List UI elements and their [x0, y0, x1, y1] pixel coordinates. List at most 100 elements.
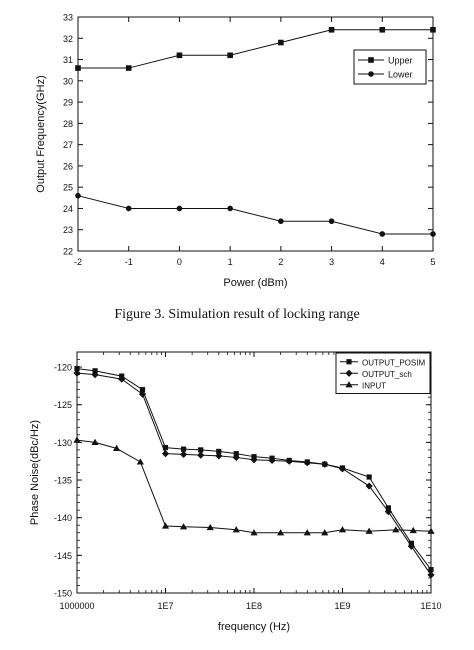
y-tick-label: 30 [63, 76, 73, 86]
x-tick-label: -1 [125, 257, 133, 267]
legend-marker [368, 57, 374, 63]
output-posim-point [180, 446, 187, 452]
output-sch-point [321, 460, 329, 468]
x-tick-label: 1000000 [59, 601, 94, 611]
legend-box [353, 49, 427, 85]
input-point [392, 526, 400, 533]
y-tick-label: 27 [63, 140, 73, 150]
legend-marker [345, 369, 353, 377]
output-posim-point [428, 567, 434, 573]
lower-series-line [77, 195, 433, 235]
upper-series-line [78, 29, 433, 69]
y-tick-label: 32 [63, 34, 73, 44]
output-sch-point [285, 457, 293, 465]
x-tick-label: 1E7 [157, 601, 173, 611]
upper-point [278, 39, 284, 46]
input-point [338, 526, 347, 533]
x-tick-label: 4 [380, 257, 385, 267]
output-sch-point [338, 465, 347, 473]
y-tick-label: -130 [54, 438, 72, 448]
x-tick-label: 1 [228, 257, 233, 267]
x-tick-label: 1E10 [420, 601, 441, 611]
lower-point [430, 231, 436, 237]
upper-point [75, 65, 81, 71]
output-sch-point [91, 370, 99, 379]
x-tick-label: 5 [430, 257, 435, 267]
y-tick-label: 25 [63, 183, 73, 193]
figure-caption: Figure 3. Simulation result of locking r… [114, 307, 360, 322]
output-sch-point [161, 450, 170, 458]
input-point [250, 529, 258, 536]
output-posim-point [139, 387, 146, 393]
x-tick-label: 0 [177, 257, 182, 267]
lower-point [227, 205, 233, 212]
x-tick-label: 1E9 [334, 601, 350, 611]
y-tick-label: 23 [63, 225, 73, 235]
legend-label-output-posim: OUTPUT_POSIM [362, 358, 425, 367]
upper-point [125, 65, 132, 71]
output-sch-series-line [76, 372, 432, 576]
output-posim-point [162, 445, 169, 451]
lower-point [75, 192, 81, 199]
lower-point [278, 218, 284, 225]
upper-point [176, 52, 183, 59]
upper-point [379, 26, 386, 33]
output-sch-point [303, 459, 311, 467]
x-tick-label: 2 [278, 257, 283, 267]
y-tick-label: 26 [63, 161, 73, 171]
upper-point [227, 52, 233, 59]
legend-marker [346, 359, 352, 365]
input-point [232, 526, 240, 533]
output-posim-point [366, 474, 372, 480]
output-posim-series-line [76, 368, 432, 570]
y-tick-label: 22 [63, 247, 73, 257]
x-axis-label: Power (dBm) [223, 277, 287, 289]
y-tick-label: -125 [54, 400, 72, 410]
output-posim-point [233, 451, 239, 457]
x-axis-label: frequency (Hz) [218, 621, 290, 633]
y-tick-label: -150 [54, 589, 72, 599]
input-point [427, 527, 435, 534]
y-tick-label: -135 [54, 476, 72, 486]
input-point [73, 436, 81, 443]
plot-frame [77, 16, 434, 252]
upper-point [328, 26, 335, 33]
output-sch-point [232, 453, 240, 462]
output-sch-point [427, 571, 435, 579]
lower-point [379, 231, 386, 237]
y-tick-label: -140 [54, 513, 72, 523]
y-tick-label: -120 [54, 363, 72, 373]
output-posim-point [92, 368, 98, 374]
output-sch-point [365, 482, 373, 490]
lower-point [125, 205, 132, 212]
input-point [277, 529, 285, 536]
y-tick-label: 28 [63, 119, 73, 129]
input-point [303, 529, 311, 536]
y-tick-label: 31 [63, 55, 73, 65]
input-series-line [76, 439, 432, 534]
lower-point [328, 218, 335, 225]
x-tick-label: 3 [329, 257, 334, 267]
input-point [179, 523, 188, 530]
input-point [161, 522, 170, 529]
legend-marker [368, 71, 374, 77]
y-tick-label: 29 [63, 98, 73, 108]
y-tick-label: -145 [54, 551, 72, 561]
legend-label-output-sch: OUTPUT_sch [362, 370, 412, 379]
input-point [409, 526, 417, 534]
input-point [91, 438, 99, 445]
output-posim-point [385, 505, 391, 511]
output-posim-point [198, 447, 204, 453]
output-sch-point [197, 451, 205, 459]
x-tick-label: 1E8 [246, 601, 262, 611]
upper-point [430, 26, 436, 33]
y-tick-label: 24 [63, 204, 73, 214]
y-axis-label: Output Frequency(GHz) [35, 75, 47, 192]
locking-range-chart: 22 23 24 25 26 27 28 29 30 31 32 33 -2 -1 0 1 2 3 4 5 Power … [0, 0, 474, 292]
y-tick-label: 33 [63, 13, 73, 23]
input-point [112, 444, 121, 451]
output-posim-point [74, 365, 80, 372]
legend-label-upper: Upper [388, 56, 413, 66]
